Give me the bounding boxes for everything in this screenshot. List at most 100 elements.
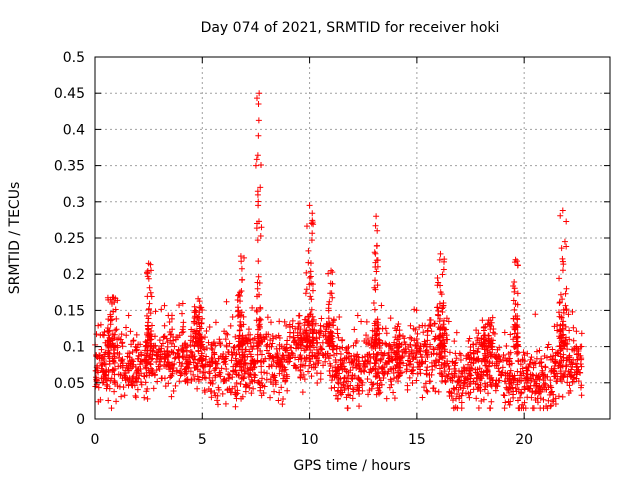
data-point [141, 373, 148, 380]
data-point [468, 372, 475, 379]
data-point [290, 339, 297, 346]
data-point [195, 347, 202, 354]
data-point [254, 220, 261, 227]
data-point [557, 212, 564, 219]
data-point [480, 396, 487, 403]
data-point [270, 335, 277, 342]
data-point [372, 286, 379, 293]
data-point [214, 401, 221, 408]
data-point [507, 398, 514, 405]
data-point [202, 356, 209, 363]
data-point [195, 317, 202, 324]
data-point [328, 267, 335, 274]
data-point [308, 237, 315, 244]
data-point [302, 290, 309, 297]
data-point [489, 314, 496, 321]
data-point [261, 383, 268, 390]
data-point [496, 368, 503, 375]
data-point [438, 291, 445, 298]
data-point [125, 312, 132, 319]
data-point [154, 356, 161, 363]
data-point [297, 367, 304, 374]
data-point [557, 376, 564, 383]
data-point [510, 336, 517, 343]
data-point [475, 345, 482, 352]
data-point [287, 344, 294, 351]
data-point [212, 342, 219, 349]
data-point [308, 280, 315, 287]
data-point [501, 329, 508, 336]
data-point [146, 300, 153, 307]
data-point [222, 336, 229, 343]
data-point [466, 394, 473, 401]
data-point [225, 371, 232, 378]
data-point [350, 342, 357, 349]
data-point [478, 375, 485, 382]
data-point [440, 266, 447, 273]
data-point [558, 357, 565, 364]
data-point [144, 270, 151, 277]
data-point [111, 299, 118, 306]
data-point [295, 324, 302, 331]
data-point [258, 224, 265, 231]
data-point [212, 392, 219, 399]
data-point [360, 360, 367, 367]
data-point [238, 367, 245, 374]
data-point [211, 389, 218, 396]
data-point [397, 354, 404, 361]
data-point [294, 334, 301, 341]
data-point [462, 390, 469, 397]
data-point [263, 376, 270, 383]
data-point [548, 402, 555, 409]
data-point [446, 349, 453, 356]
data-point [161, 322, 168, 329]
data-point [320, 362, 327, 369]
data-point [343, 354, 350, 361]
data-point [571, 369, 578, 376]
data-point [142, 356, 149, 363]
data-point [159, 340, 166, 347]
data-point [467, 389, 474, 396]
data-point [461, 367, 468, 374]
y-tick-label: 0.4 [63, 122, 85, 138]
data-point [508, 380, 515, 387]
data-point [524, 385, 531, 392]
data-point [382, 325, 389, 332]
data-point [419, 322, 426, 329]
data-point [254, 308, 261, 315]
data-point [334, 396, 341, 403]
data-point [275, 360, 282, 367]
data-point [147, 336, 154, 343]
data-point [438, 370, 445, 377]
data-point [570, 337, 577, 344]
data-point [348, 353, 355, 360]
data-point [264, 347, 271, 354]
data-point [353, 361, 360, 368]
data-point [132, 394, 139, 401]
data-point [549, 388, 556, 395]
data-point [486, 405, 493, 412]
data-point [114, 297, 121, 304]
data-point [475, 330, 482, 337]
data-point [233, 371, 240, 378]
data-point [290, 351, 297, 358]
data-point [388, 353, 395, 360]
data-point [498, 371, 505, 378]
data-point [412, 326, 419, 333]
data-point [364, 376, 371, 383]
data-point [148, 327, 155, 334]
data-point [248, 376, 255, 383]
data-point [452, 350, 459, 357]
data-point [209, 359, 216, 366]
data-point [174, 350, 181, 357]
data-point [547, 353, 554, 360]
data-point [519, 365, 526, 372]
data-point [561, 238, 568, 245]
data-point [282, 377, 289, 384]
data-point [165, 312, 172, 319]
data-point [329, 294, 336, 301]
data-point [127, 360, 134, 367]
data-point [387, 315, 394, 322]
data-point [175, 354, 182, 361]
data-point [413, 336, 420, 343]
